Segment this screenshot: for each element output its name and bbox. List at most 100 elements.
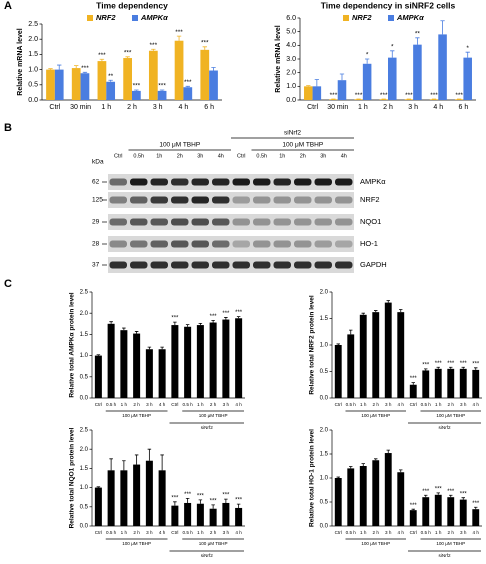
blot-strip bbox=[108, 257, 354, 273]
x-tick-label: 0.5 h bbox=[346, 530, 357, 535]
legend-label: AMPKα bbox=[396, 13, 424, 22]
x-tick-label: 3 h bbox=[408, 104, 418, 111]
group-label: siNrf2 bbox=[439, 553, 451, 558]
x-tick-label: Ctrl bbox=[335, 402, 342, 407]
significance-label: * bbox=[391, 44, 394, 51]
blot-band bbox=[191, 261, 209, 269]
treatment-label: 100 μM TBHP bbox=[159, 142, 200, 149]
y-tick-label: 6.0 bbox=[286, 15, 296, 22]
blot-band bbox=[109, 240, 127, 248]
x-tick-label: 3 h bbox=[460, 530, 467, 535]
error-bar bbox=[461, 366, 465, 369]
group-label: 100 μM TBHP bbox=[436, 413, 465, 418]
x-tick-label: Ctrl bbox=[307, 104, 318, 111]
significance-label: *** bbox=[235, 310, 243, 316]
error-bar bbox=[173, 321, 177, 326]
blot-band bbox=[130, 178, 148, 186]
y-tick-label: 1.0 bbox=[80, 353, 89, 359]
error-bar bbox=[336, 343, 340, 345]
bar bbox=[183, 87, 193, 100]
significance-label: * bbox=[366, 52, 369, 59]
significance-label: *** bbox=[150, 42, 158, 49]
x-tick-label: 2 h bbox=[210, 530, 217, 535]
error-bar bbox=[122, 460, 126, 471]
error-bar bbox=[185, 85, 190, 88]
x-tick-label: 2 h bbox=[373, 402, 380, 407]
x-tick-label: Ctrl bbox=[95, 402, 102, 407]
error-bar bbox=[160, 454, 164, 471]
blot-band bbox=[273, 240, 291, 248]
bar bbox=[384, 302, 392, 398]
error-bar bbox=[411, 382, 415, 385]
bar bbox=[459, 368, 467, 398]
x-tick-label: 3 h bbox=[460, 402, 467, 407]
bar bbox=[209, 70, 218, 100]
blot-band bbox=[130, 196, 148, 204]
blot-band bbox=[314, 218, 332, 226]
x-tick-label: Ctrl bbox=[410, 402, 417, 407]
significance-label: *** bbox=[430, 92, 438, 99]
bar bbox=[222, 502, 230, 526]
marker-label: 62 bbox=[92, 179, 100, 186]
blot-band bbox=[273, 196, 291, 204]
y-tick-label: 0.0 bbox=[28, 97, 38, 104]
blot-band bbox=[171, 196, 189, 204]
y-tick-label: 0.0 bbox=[286, 97, 296, 104]
x-tick-label: 4 h bbox=[159, 402, 166, 407]
bar bbox=[120, 330, 128, 398]
error-bar bbox=[134, 331, 139, 334]
error-bar bbox=[96, 354, 101, 356]
bar bbox=[429, 99, 439, 100]
x-tick-label: 1 h bbox=[358, 104, 368, 111]
error-bar bbox=[436, 492, 440, 495]
blot-band bbox=[335, 196, 353, 204]
significance-label: *** bbox=[410, 503, 418, 509]
blot-band bbox=[335, 240, 353, 248]
marker-label: 28 bbox=[92, 241, 100, 248]
x-tick-label: 3 h bbox=[153, 104, 163, 111]
bar bbox=[409, 510, 417, 526]
significance-label: *** bbox=[171, 316, 179, 322]
blot-band bbox=[191, 178, 209, 186]
x-tick-label: 2 h bbox=[210, 402, 217, 407]
blot-band bbox=[130, 261, 148, 269]
bar bbox=[422, 497, 430, 526]
group-label: 100 μM TBHP bbox=[361, 413, 390, 418]
error-bar bbox=[74, 65, 79, 69]
significance-label: *** bbox=[201, 40, 209, 47]
bar bbox=[384, 453, 392, 526]
x-tick-label: Ctrl bbox=[171, 402, 178, 407]
lane-label: 4h bbox=[218, 153, 224, 159]
bar bbox=[472, 509, 480, 526]
error-bar bbox=[415, 37, 420, 45]
significance-label: ** bbox=[108, 73, 114, 80]
error-bar bbox=[236, 316, 241, 319]
group-label: siNrf2 bbox=[201, 425, 213, 430]
protein-label: NRF2 bbox=[360, 195, 380, 204]
y-tick-label: 2.5 bbox=[80, 290, 89, 296]
blot-band bbox=[191, 218, 209, 226]
lane-label: 4h bbox=[341, 153, 347, 159]
legend-label: AMPKα bbox=[140, 13, 168, 22]
y-axis-label: Relative total AMPKα protein level bbox=[69, 292, 76, 397]
error-bar bbox=[198, 322, 203, 326]
lane-label: 3h bbox=[320, 153, 326, 159]
x-tick-label: 4 h bbox=[433, 104, 443, 111]
blot-strip bbox=[108, 174, 354, 190]
blot-band bbox=[109, 196, 127, 204]
lane-label: 2h bbox=[300, 153, 306, 159]
x-tick-label: 2 h bbox=[383, 104, 393, 111]
y-tick-label: 5.0 bbox=[286, 29, 296, 36]
significance-label: *** bbox=[435, 361, 443, 367]
blot-band bbox=[191, 240, 209, 248]
significance-label: *** bbox=[184, 79, 192, 86]
x-tick-label: 0.5 h bbox=[183, 402, 194, 407]
error-bar bbox=[147, 448, 152, 461]
significance-label: *** bbox=[410, 376, 418, 382]
bar bbox=[434, 368, 442, 398]
blot-band bbox=[212, 240, 230, 248]
error-bar bbox=[386, 449, 390, 454]
blot-band bbox=[253, 178, 271, 186]
x-tick-label: 0.5 h bbox=[106, 402, 117, 407]
y-tick-label: 1.5 bbox=[80, 466, 89, 472]
